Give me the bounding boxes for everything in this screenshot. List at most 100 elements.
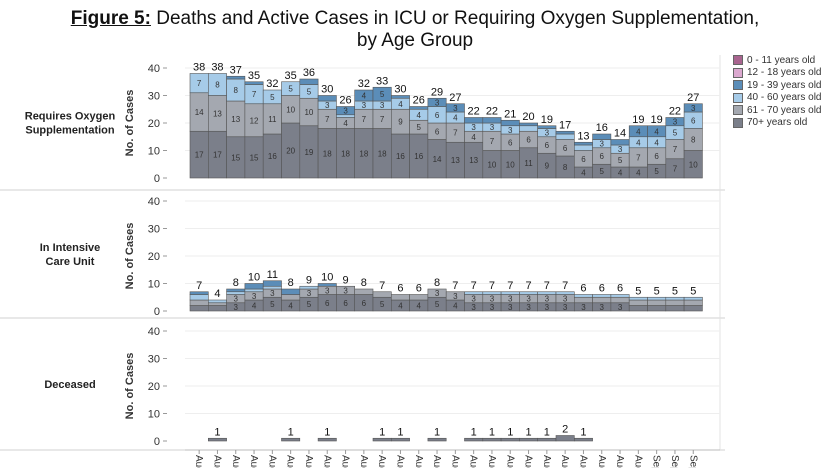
segment-label: 3: [691, 104, 696, 113]
total-label: 6: [617, 283, 623, 295]
segment-label: 6: [362, 299, 367, 308]
bar-segment: [372, 437, 392, 442]
bar-segment: [537, 125, 557, 129]
total-label: 7: [489, 280, 495, 292]
segment-label: 3: [581, 303, 586, 312]
segment-label: 6: [508, 138, 513, 147]
segment-label: 16: [396, 152, 405, 161]
segment-label: 3: [453, 104, 458, 113]
bar-segment: [390, 95, 410, 99]
segment-label: 7: [380, 115, 385, 124]
segment-label: 4: [654, 138, 659, 147]
y-tick-label: 30: [148, 354, 160, 366]
bar-segment: [500, 119, 520, 127]
segment-label: 3: [490, 303, 495, 312]
total-label: 5: [672, 285, 678, 297]
bar-segment: [647, 296, 667, 301]
title-text: Deaths and Active Cases in ICU or Requir…: [150, 8, 760, 29]
bar-segment: [592, 294, 612, 298]
segment-label: 6: [654, 152, 659, 161]
total-label: 32: [266, 78, 278, 90]
segment-label: 3: [307, 289, 312, 298]
legend-swatch: [733, 105, 743, 116]
total-label: 5: [690, 285, 696, 297]
segment-label: 6: [691, 116, 696, 125]
bar-segment: [189, 305, 209, 312]
segment-label: 6: [545, 141, 550, 150]
segment-label: 20: [286, 147, 295, 156]
total-label: 26: [413, 95, 425, 107]
legend-item: 12 - 18 years old: [733, 67, 822, 80]
x-tick-label: Aug-: [340, 455, 351, 468]
segment-label: 10: [286, 105, 295, 114]
segment-label: 4: [636, 127, 641, 136]
bar-segment: [665, 305, 685, 312]
y-tick-label: 10: [148, 279, 160, 291]
segment-label: 14: [433, 155, 442, 164]
segment-label: 18: [359, 149, 368, 158]
y-tick-label: 40: [148, 63, 160, 75]
total-label: 1: [324, 426, 330, 438]
y-tick-label: 20: [148, 118, 160, 130]
segment-label: 5: [307, 300, 312, 309]
segment-label: 7: [673, 145, 678, 154]
total-label: 1: [214, 426, 220, 438]
bar-segment: [610, 296, 630, 304]
total-label: 4: [214, 288, 220, 300]
x-tick-label: Aug-: [285, 455, 296, 468]
total-label: 7: [507, 280, 513, 292]
segment-label: 3: [380, 101, 385, 110]
bar-segment: [482, 437, 502, 442]
segment-label: 8: [234, 86, 239, 95]
legend-item: 70+ years old: [733, 117, 822, 130]
segment-label: 13: [231, 115, 240, 124]
bar-segment: [610, 139, 630, 146]
segment-label: 3: [508, 126, 513, 135]
legend-label: 40 - 60 years old: [747, 92, 822, 104]
segment-label: 7: [490, 137, 495, 146]
bar-segment: [573, 141, 593, 146]
y-tick-label: 10: [148, 146, 160, 158]
total-label: 1: [507, 426, 513, 438]
segment-label: 3: [453, 292, 458, 301]
segment-label: 19: [304, 148, 313, 157]
x-tick-label: Aug-: [394, 455, 405, 468]
segment-label: 5: [288, 85, 293, 94]
total-label: 1: [471, 426, 477, 438]
segment-label: 3: [362, 101, 367, 110]
segment-label: 3: [490, 123, 495, 132]
segment-label: 3: [270, 289, 275, 298]
segment-label: 5: [600, 167, 605, 176]
total-label: 1: [288, 426, 294, 438]
bar-segment: [464, 117, 484, 124]
total-label: 30: [321, 84, 333, 96]
total-label: 7: [525, 280, 531, 292]
bar-segment: [519, 125, 539, 132]
segment-label: 3: [545, 129, 550, 138]
figure-number: Figure 5:: [70, 8, 151, 29]
segment-label: 3: [563, 295, 568, 304]
segment-label: 7: [362, 115, 367, 124]
bar-segment: [573, 294, 593, 298]
segment-label: 13: [213, 109, 222, 118]
segment-label: 3: [435, 98, 440, 107]
bar-segment: [317, 283, 337, 287]
segment-label: 5: [417, 123, 422, 132]
segment-label: 5: [673, 129, 678, 138]
x-tick-label: Sep-: [651, 455, 662, 468]
segment-label: 3: [234, 295, 239, 304]
bar-segment: [500, 437, 520, 442]
bar-segment: [647, 305, 667, 312]
total-label: 38: [211, 62, 223, 74]
segment-label: 3: [508, 295, 513, 304]
segment-label: 3: [563, 303, 568, 312]
segment-label: 7: [453, 129, 458, 138]
total-label: 35: [248, 70, 260, 82]
segment-label: 12: [250, 116, 259, 125]
total-label: 22: [669, 106, 681, 118]
segment-label: 3: [325, 286, 330, 295]
bar-segment: [628, 305, 648, 312]
segment-label: 4: [636, 138, 641, 147]
x-tick-label: Aug-: [358, 455, 369, 468]
